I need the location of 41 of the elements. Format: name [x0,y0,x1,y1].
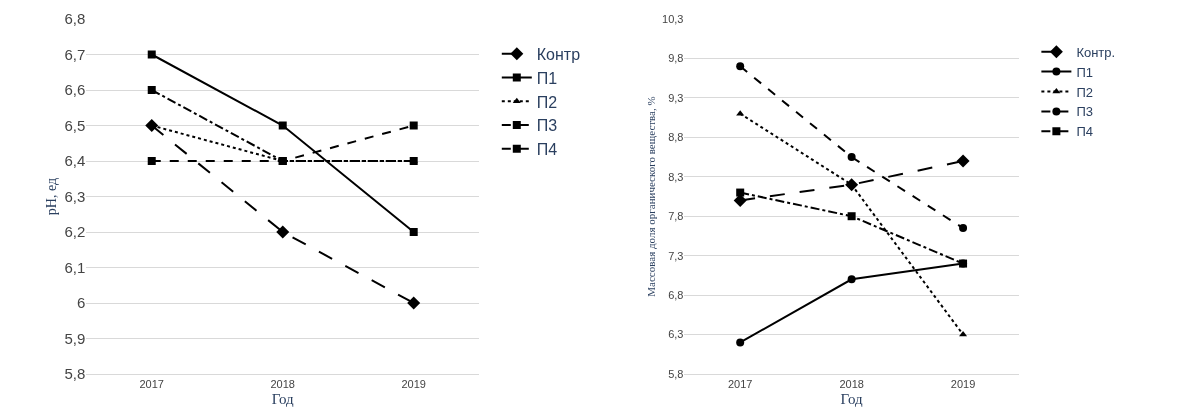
y-tick-label: 6,8 [64,10,86,28]
y-tick-label: 7,8 [668,210,684,223]
y-tick-label: 8,8 [668,131,684,144]
x-tick-label: 2017 [727,378,753,391]
legend-label: Контр [536,45,581,63]
y-tick-label: 6,3 [668,328,684,341]
y-tick-label: 9,8 [668,52,684,65]
legend-label: П4 [536,141,558,159]
x-tick-label: 2018 [839,378,864,391]
x-axis-title: Год [840,391,864,408]
y-tick-label: 5,9 [64,329,86,347]
x-tick-label: 2017 [139,378,164,391]
y-axis-title: Массовая доля органического вещества, % [644,96,657,297]
y-tick-label: 6,5 [64,116,86,134]
y-tick-label: 6,7 [64,45,86,63]
y-tick-label: 6 [76,294,86,312]
y-tick-label: 5,8 [64,365,86,383]
x-tick-label: 2019 [950,378,976,391]
legend-label: П1 [1076,64,1093,80]
y-tick-label: 6,4 [64,152,86,170]
x-tick-label: 2019 [401,378,426,391]
legend-label: П3 [536,117,558,135]
legend-label: П3 [1076,104,1093,120]
y-axis-title: pH, ед [43,177,59,216]
y-tick-label: 6,8 [668,288,684,301]
y-tick-label: 6,2 [64,223,86,241]
y-tick-label: 6,1 [64,258,86,276]
legend-label: П1 [536,69,558,87]
y-tick-label: 6,6 [64,81,86,99]
y-tick-label: 9,3 [668,91,684,104]
y-tick-label: 5,8 [668,367,684,380]
x-tick-label: 2018 [270,378,295,391]
legend-label: П2 [536,93,558,111]
y-tick-label: 8,3 [668,170,684,183]
y-tick-label: 10,3 [662,12,684,25]
legend-label: П4 [1076,124,1093,140]
y-tick-label: 7,3 [668,249,684,262]
y-tick-label: 6,3 [64,187,86,205]
x-axis-title: Год [271,391,295,408]
legend-label: П2 [1076,84,1093,100]
legend-label: Контр. [1076,44,1116,60]
